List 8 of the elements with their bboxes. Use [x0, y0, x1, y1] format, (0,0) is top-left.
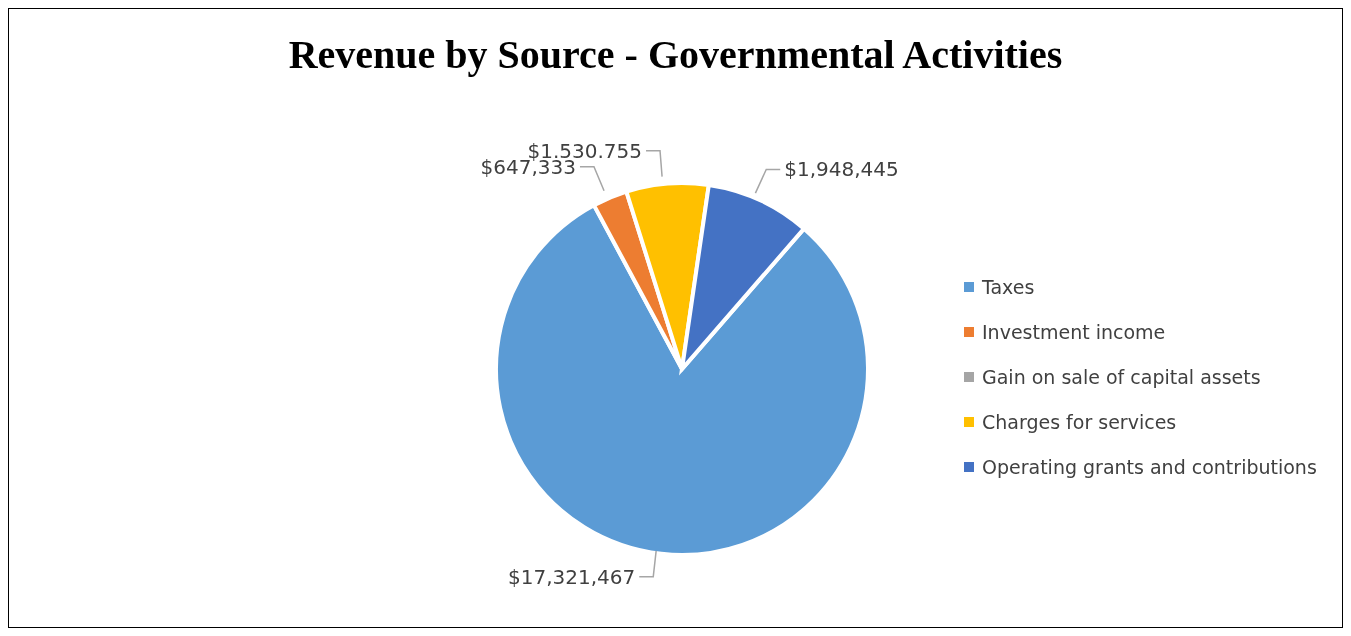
data-label: $1,948,445: [784, 157, 899, 182]
legend-label: Charges for services: [982, 410, 1177, 433]
data-label: $17,321,467: [508, 564, 636, 589]
chart-title: Revenue by Source - Governmental Activities: [287, 31, 1064, 78]
legend-label: Investment income: [982, 320, 1166, 343]
legend-label: Taxes: [982, 275, 1035, 298]
legend-label: Gain on sale of capital assets: [982, 365, 1261, 388]
legend-label: Operating grants and contributions: [982, 455, 1317, 478]
